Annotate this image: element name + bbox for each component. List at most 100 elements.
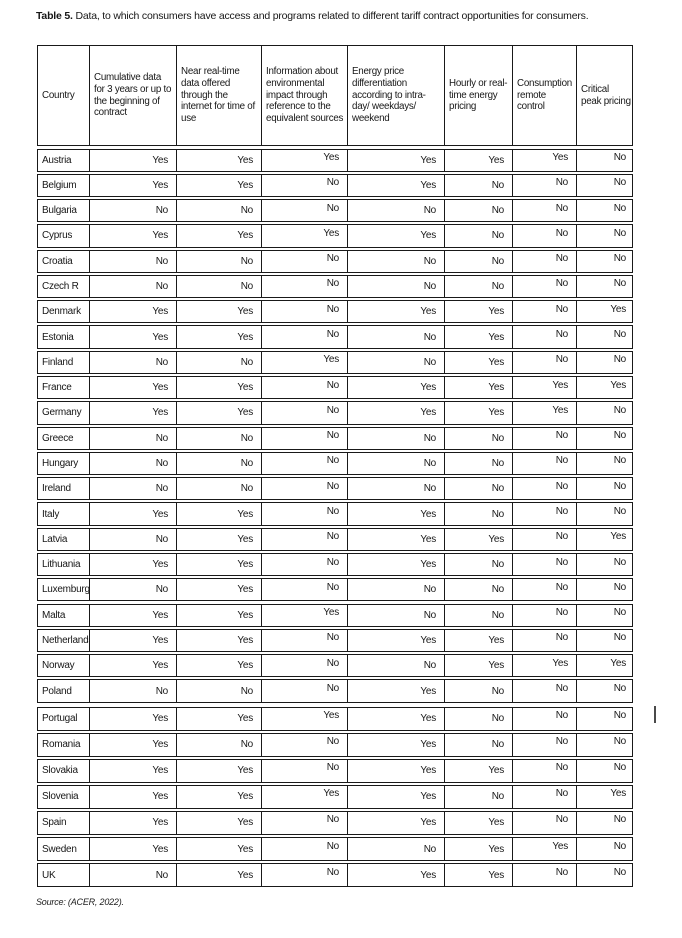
value-cell-label: No <box>326 303 340 315</box>
value-cell-label: No <box>613 762 627 774</box>
value-cell: No <box>445 250 513 272</box>
value-cell: Yes <box>262 351 348 373</box>
value-cell: Yes <box>577 655 634 676</box>
country-cell: Norway <box>38 655 90 677</box>
value-cell: Yes <box>90 629 177 652</box>
value-cell-label: No <box>555 480 569 492</box>
value-cell-label: No <box>240 281 254 292</box>
value-cell-label: No <box>155 255 169 267</box>
value-cell: Yes <box>445 402 513 424</box>
value-cell-label: Yes <box>237 843 253 855</box>
value-cell-label: Yes <box>552 657 568 669</box>
value-cell-label: Yes <box>237 533 253 545</box>
value-cell-label: No <box>326 866 340 878</box>
value-cell: No <box>262 174 348 196</box>
value-cell-label: Yes <box>420 791 436 803</box>
table-row: Austria Yes Yes Yes Yes Yes Yes No <box>37 148 633 172</box>
value-cell: No <box>90 200 177 222</box>
value-cell: Yes <box>348 864 445 887</box>
value-cell-label: Yes <box>152 739 168 751</box>
value-cell-label: Yes <box>237 230 253 242</box>
column-header: Cumulative data for 3 years or up to the… <box>90 46 177 145</box>
value-cell-label: Yes <box>237 584 253 596</box>
table-row: Greece No No No No No No No <box>37 426 633 450</box>
value-cell-label: No <box>155 533 169 545</box>
value-cell: No <box>90 579 177 601</box>
value-cell: No <box>577 402 634 423</box>
value-cell: Yes <box>177 579 262 601</box>
value-cell: Yes <box>177 811 262 834</box>
value-cell-label: No <box>613 505 627 517</box>
value-cell-label: No <box>613 736 627 748</box>
value-cell: No <box>262 864 348 887</box>
value-cell: No <box>577 708 634 730</box>
value-cell-label: No <box>423 205 437 217</box>
value-cell: No <box>90 680 177 702</box>
value-cell-label: No <box>326 328 340 340</box>
value-cell-label: No <box>555 682 569 694</box>
table-row: Malta Yes Yes Yes No No No No <box>37 603 634 627</box>
value-cell: No <box>513 528 577 550</box>
country-cell-label: Ireland <box>42 483 71 495</box>
value-cell-label: Yes <box>610 379 626 391</box>
value-cell-label: Yes <box>610 531 626 543</box>
value-cell-label: Yes <box>420 634 436 646</box>
country-cell-label: Spain <box>42 817 67 829</box>
value-cell: Yes <box>445 838 513 861</box>
value-cell-label: No <box>155 584 169 596</box>
value-cell-label: No <box>240 685 254 697</box>
country-cell-label: Luxemburg <box>42 584 90 596</box>
country-cell: Netherlands <box>38 629 90 652</box>
value-cell: No <box>577 734 634 756</box>
value-cell: Yes <box>577 301 634 322</box>
value-cell-label: No <box>491 609 505 621</box>
value-cell: No <box>577 225 634 246</box>
value-cell: No <box>177 351 262 373</box>
value-cell: No <box>262 733 348 756</box>
value-cell-label: Yes <box>420 154 436 166</box>
country-cell-label: France <box>42 382 72 394</box>
value-cell-label: No <box>491 205 505 217</box>
value-cell-label: Yes <box>152 713 168 725</box>
value-cell: No <box>445 478 513 500</box>
column-header: Energy price differentiation according t… <box>348 46 445 145</box>
value-cell: Yes <box>90 402 177 424</box>
value-cell-label: No <box>423 483 437 495</box>
value-cell: Yes <box>445 811 513 834</box>
value-cell-label: No <box>155 685 169 697</box>
value-cell-label: No <box>613 202 627 214</box>
value-cell-label: Yes <box>152 179 168 191</box>
value-cell-label: No <box>555 202 569 214</box>
country-cell-label: Cyprus <box>42 230 73 242</box>
value-cell-label: Yes <box>323 788 339 800</box>
country-cell-label: Poland <box>42 685 72 697</box>
value-cell-label: No <box>491 179 505 191</box>
value-cell: No <box>262 629 348 652</box>
country-cell-label: Finland <box>42 356 74 368</box>
column-header-label: Consumption remote control <box>517 77 572 113</box>
value-cell: No <box>348 838 445 861</box>
value-cell: No <box>445 579 513 601</box>
value-cell: No <box>348 427 445 449</box>
column-header-label: Near real-time data offered through the … <box>181 65 255 125</box>
country-cell-label: Portugal <box>42 713 78 725</box>
country-cell: Belgium <box>38 174 90 196</box>
value-cell-label: Yes <box>488 869 504 881</box>
value-cell: Yes <box>577 786 634 808</box>
table-section-1: Austria Yes Yes Yes Yes Yes Yes No Belgium Yes Yes… <box>37 148 634 703</box>
value-cell-label: No <box>240 739 254 751</box>
value-cell: No <box>577 605 634 626</box>
value-cell-label: Yes <box>420 407 436 419</box>
value-cell-label: Yes <box>237 154 253 166</box>
value-cell: No <box>262 377 348 399</box>
value-cell-label: No <box>613 866 627 878</box>
value-cell: No <box>513 733 577 756</box>
value-cell-label: Yes <box>488 356 504 368</box>
value-cell: Yes <box>348 680 445 702</box>
value-cell: No <box>262 452 348 475</box>
value-cell-label: Yes <box>237 306 253 318</box>
country-cell-label: Romania <box>42 739 81 751</box>
value-cell: No <box>513 785 577 808</box>
value-cell: Yes <box>90 811 177 834</box>
value-cell: Yes <box>262 149 348 171</box>
